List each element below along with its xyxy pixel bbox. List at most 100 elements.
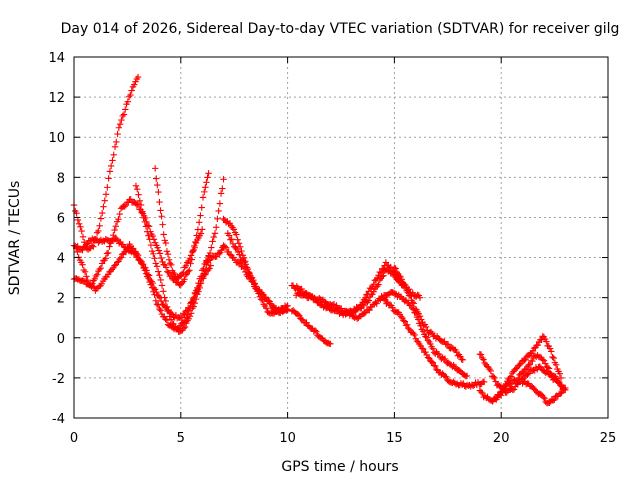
data-point [429,345,437,352]
data-point [157,276,164,284]
data-point [218,247,225,254]
data-point [548,348,555,355]
data-point [159,221,166,228]
data-point [417,322,424,329]
data-point [441,355,449,363]
data-point [128,87,135,94]
data-point [122,248,130,256]
data-point [102,255,109,262]
data-point [205,170,212,177]
data-point [88,242,96,249]
data-point [146,236,153,243]
data-point [562,384,569,392]
data-point [143,267,150,274]
data-point [370,281,377,288]
data-point [187,252,195,259]
series-arc-15 [378,292,488,390]
y-tick-label: -4 [52,412,65,427]
data-point [404,321,411,329]
data-point [543,338,550,345]
data-point [158,282,166,289]
data-point [186,312,194,320]
data-point [214,215,221,222]
data-point [338,305,345,312]
data-point [204,174,211,181]
data-point [378,273,386,280]
data-point [119,112,126,120]
data-point [124,98,132,105]
data-point [149,279,156,287]
data-point [198,204,205,211]
data-point [165,308,172,315]
data-point [301,290,308,298]
data-point [121,203,128,210]
data-point [284,306,291,313]
data-point [91,275,98,283]
data-point [252,283,260,290]
data-point [203,179,210,186]
data-point [155,292,163,300]
data-point [187,310,195,317]
data-point [90,243,97,250]
data-point [220,215,227,223]
data-point [155,188,162,196]
data-point [111,143,119,151]
data-point [145,272,153,279]
data-point [75,220,83,228]
data-point [100,203,107,210]
data-point [192,239,200,247]
data-point [540,394,547,401]
data-point [205,266,212,274]
data-point [236,251,243,258]
data-point [401,318,408,325]
data-point [251,280,258,287]
data-point [117,254,125,261]
data-point [242,261,249,268]
data-point [160,231,167,238]
data-point [422,333,429,340]
data-point [200,275,207,282]
data-point [422,348,429,356]
data-point [118,116,125,124]
data-point [171,270,178,278]
data-point [246,270,253,277]
data-point [195,219,203,226]
series-arc-7 [203,242,227,266]
data-point [98,209,106,217]
data-point [469,382,477,389]
data-point [197,230,205,237]
data-point [164,250,172,258]
data-point [116,121,124,128]
data-point [529,347,537,355]
data-point [283,305,290,313]
y-axis-title: SDTVAR / TECUs [7,181,23,296]
data-point [81,268,89,276]
data-point [134,251,142,259]
data-point [537,390,545,398]
data-point [429,359,437,366]
data-point [154,244,161,251]
data-point [397,313,405,320]
data-point [487,367,495,375]
data-point [477,351,485,358]
data-point [263,304,270,312]
data-point [186,267,193,274]
data-point [112,223,120,230]
data-point [192,296,200,303]
data-point [303,319,310,326]
data-point [294,310,302,318]
data-point [373,300,380,307]
data-point [167,316,175,323]
data-point [77,223,84,231]
data-point [144,228,151,235]
data-point [435,351,443,358]
data-point [233,231,240,238]
data-point [178,279,186,287]
data-point [181,311,188,319]
data-point [551,396,558,404]
data-point [361,294,369,302]
data-point [104,249,112,257]
data-point [79,233,87,240]
data-point [387,263,394,271]
data-point [501,385,509,392]
